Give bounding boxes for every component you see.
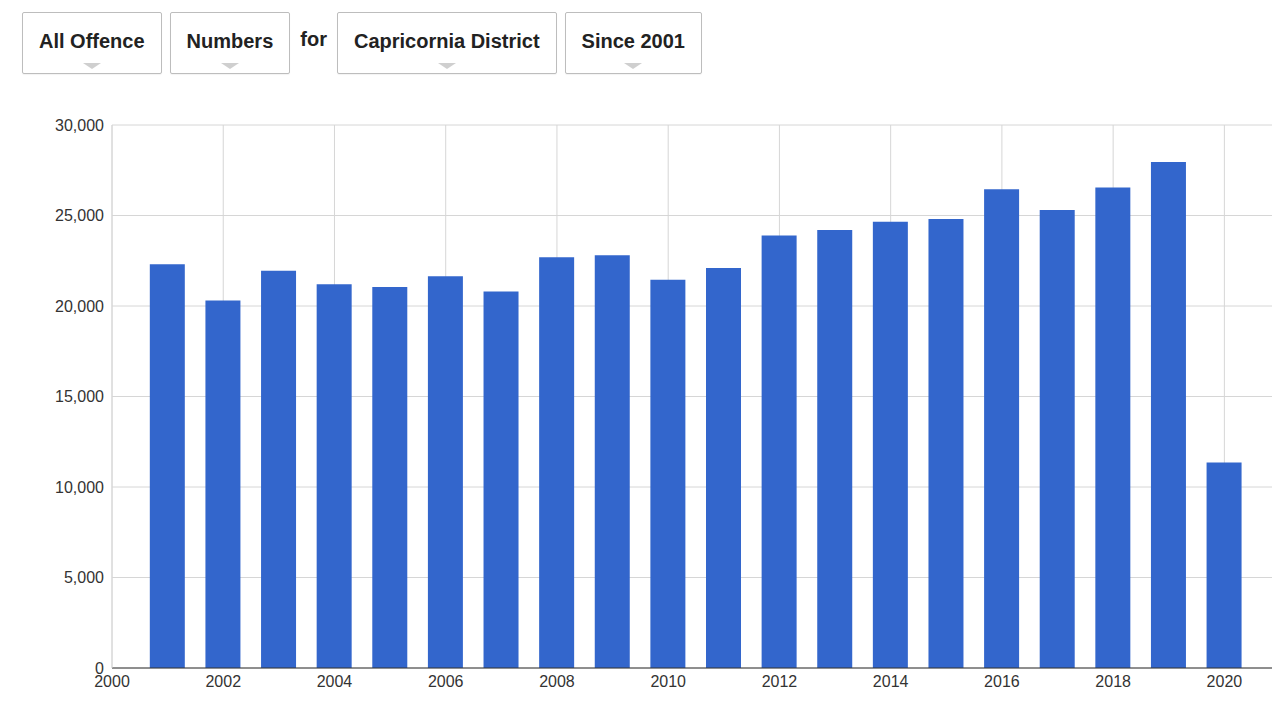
svg-text:25,000: 25,000 [55,207,104,224]
svg-text:2012: 2012 [762,673,798,690]
svg-text:20,000: 20,000 [55,298,104,315]
svg-text:2020: 2020 [1207,673,1243,690]
svg-text:2010: 2010 [650,673,686,690]
svg-text:10,000: 10,000 [55,479,104,496]
svg-text:2016: 2016 [984,673,1020,690]
svg-text:2008: 2008 [539,673,575,690]
svg-text:2004: 2004 [317,673,353,690]
html-text:Since 2001: Since 2001 [581,29,685,52]
svg-text:2014: 2014 [873,673,909,690]
svg-text:5,000: 5,000 [64,569,104,586]
html-text:for: for [300,28,327,50]
html-text:All Offence: All Offence [39,29,145,52]
svg-text:0: 0 [95,660,104,677]
html-text:Capricornia District: Capricornia District [354,29,540,52]
html-text:Numbers: Numbers [186,29,274,52]
svg-text:2006: 2006 [428,673,464,690]
svg-text:2018: 2018 [1095,673,1131,690]
svg-text:2000: 2000 [94,673,130,691]
svg-text:2002: 2002 [205,673,241,690]
svg-text:15,000: 15,000 [55,388,104,405]
svg-text:30,000: 30,000 [55,117,104,134]
